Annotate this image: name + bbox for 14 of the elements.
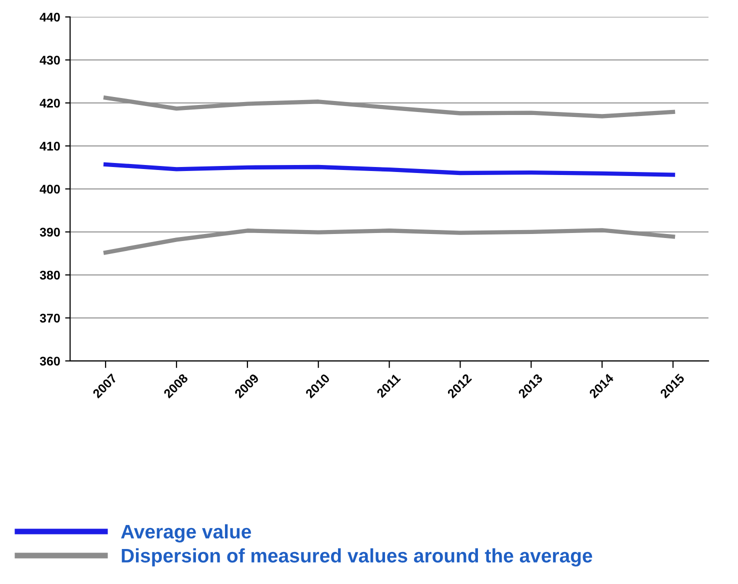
y-tick-label: 370 bbox=[40, 314, 60, 323]
y-tick-label: 400 bbox=[40, 184, 60, 194]
y-tick-label: 380 bbox=[40, 270, 60, 280]
y-tick-label: 360 bbox=[40, 356, 60, 366]
legend-label: Average value bbox=[121, 524, 252, 542]
y-tick-label: 420 bbox=[40, 98, 60, 108]
line-series bbox=[103, 228, 676, 255]
y-tick-label: 440 bbox=[40, 12, 60, 22]
y-tick-label: 410 bbox=[40, 142, 60, 151]
legend-label: Dispersion of measured values around the average bbox=[122, 548, 592, 566]
y-tick-label: 430 bbox=[40, 56, 60, 65]
line-series bbox=[103, 162, 676, 177]
y-tick-label: 390 bbox=[40, 228, 60, 237]
line-series bbox=[103, 96, 676, 118]
